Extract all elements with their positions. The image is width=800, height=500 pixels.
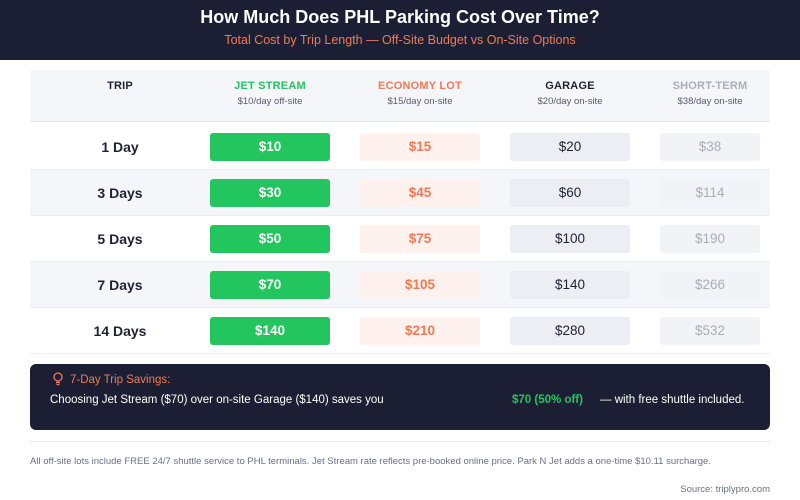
column-name: GARAGE xyxy=(545,80,595,92)
footnote: All off-site lots include FREE 24/7 shut… xyxy=(30,456,711,467)
short-term-cost: $114 xyxy=(660,179,760,207)
column-header-economy-lot: ECONOMY LOT $15/day on-site xyxy=(360,70,480,122)
trip-length: 1 Day xyxy=(101,139,139,155)
table-row: 1 Day $10 $15 $20 $38 xyxy=(30,124,770,170)
garage-cost: $100 xyxy=(510,225,630,253)
jet-stream-cost: $50 xyxy=(210,225,330,253)
source-credit: Source: triplypro.com xyxy=(680,484,770,495)
column-rate: $38/day on-site xyxy=(677,96,743,107)
column-rate: $20/day on-site xyxy=(537,96,603,107)
table-row: 14 Days $140 $210 $280 $532 xyxy=(30,308,770,354)
column-header-trip-label: TRIP xyxy=(107,80,133,92)
table-row: 7 Days $70 $105 $140 $266 xyxy=(30,262,770,308)
garage-cost: $140 xyxy=(510,271,630,299)
chart-title: How Much Does PHL Parking Cost Over Time… xyxy=(200,7,600,27)
jet-stream-cost: $10 xyxy=(210,133,330,161)
divider xyxy=(30,441,770,442)
savings-amount: $70 (50% off) xyxy=(512,394,583,406)
savings-text: Choosing Jet Stream ($70) over on-site G… xyxy=(50,394,384,406)
table-header: TRIP JET STREAM $10/day off-site ECONOMY… xyxy=(30,70,770,122)
column-name: JET STREAM xyxy=(234,80,306,92)
pricing-table: TRIP JET STREAM $10/day off-site ECONOMY… xyxy=(30,70,770,354)
trip-length: 5 Days xyxy=(97,231,143,247)
economy-lot-cost: $105 xyxy=(360,271,480,299)
short-term-cost: $190 xyxy=(660,225,760,253)
savings-rest: — with free shuttle included. xyxy=(600,394,745,406)
column-header-short-term: SHORT-TERM $38/day on-site xyxy=(660,70,760,122)
garage-cost: $60 xyxy=(510,179,630,207)
economy-lot-cost: $15 xyxy=(360,133,480,161)
trip-length: 14 Days xyxy=(93,323,147,339)
economy-lot-cost: $210 xyxy=(360,317,480,345)
short-term-cost: $38 xyxy=(660,133,760,161)
economy-lot-cost: $45 xyxy=(360,179,480,207)
lightbulb-icon xyxy=(53,372,63,386)
jet-stream-cost: $70 xyxy=(210,271,330,299)
trip-length: 3 Days xyxy=(97,185,143,201)
column-header-garage: GARAGE $20/day on-site xyxy=(510,70,630,122)
chart-header: How Much Does PHL Parking Cost Over Time… xyxy=(0,0,800,60)
jet-stream-cost: $30 xyxy=(210,179,330,207)
table-row: 5 Days $50 $75 $100 $190 xyxy=(30,216,770,262)
chart-subtitle: Total Cost by Trip Length — Off-Site Bud… xyxy=(224,33,576,47)
table-row: 3 Days $30 $45 $60 $114 xyxy=(30,170,770,216)
trip-length: 7 Days xyxy=(97,277,143,293)
economy-lot-cost: $75 xyxy=(360,225,480,253)
column-rate: $15/day on-site xyxy=(387,96,453,107)
column-name: ECONOMY LOT xyxy=(378,80,462,92)
column-header-jet-stream: JET STREAM $10/day off-site xyxy=(210,70,330,122)
jet-stream-cost: $140 xyxy=(210,317,330,345)
column-rate: $10/day off-site xyxy=(237,96,303,107)
garage-cost: $280 xyxy=(510,317,630,345)
short-term-cost: $532 xyxy=(660,317,760,345)
savings-callout: 7-Day Trip Savings: Choosing Jet Stream … xyxy=(30,364,770,430)
column-header-trip: TRIP xyxy=(30,70,210,122)
garage-cost: $20 xyxy=(510,133,630,161)
column-name: SHORT-TERM xyxy=(672,80,748,92)
short-term-cost: $266 xyxy=(660,271,760,299)
savings-title: 7-Day Trip Savings: xyxy=(70,374,171,386)
